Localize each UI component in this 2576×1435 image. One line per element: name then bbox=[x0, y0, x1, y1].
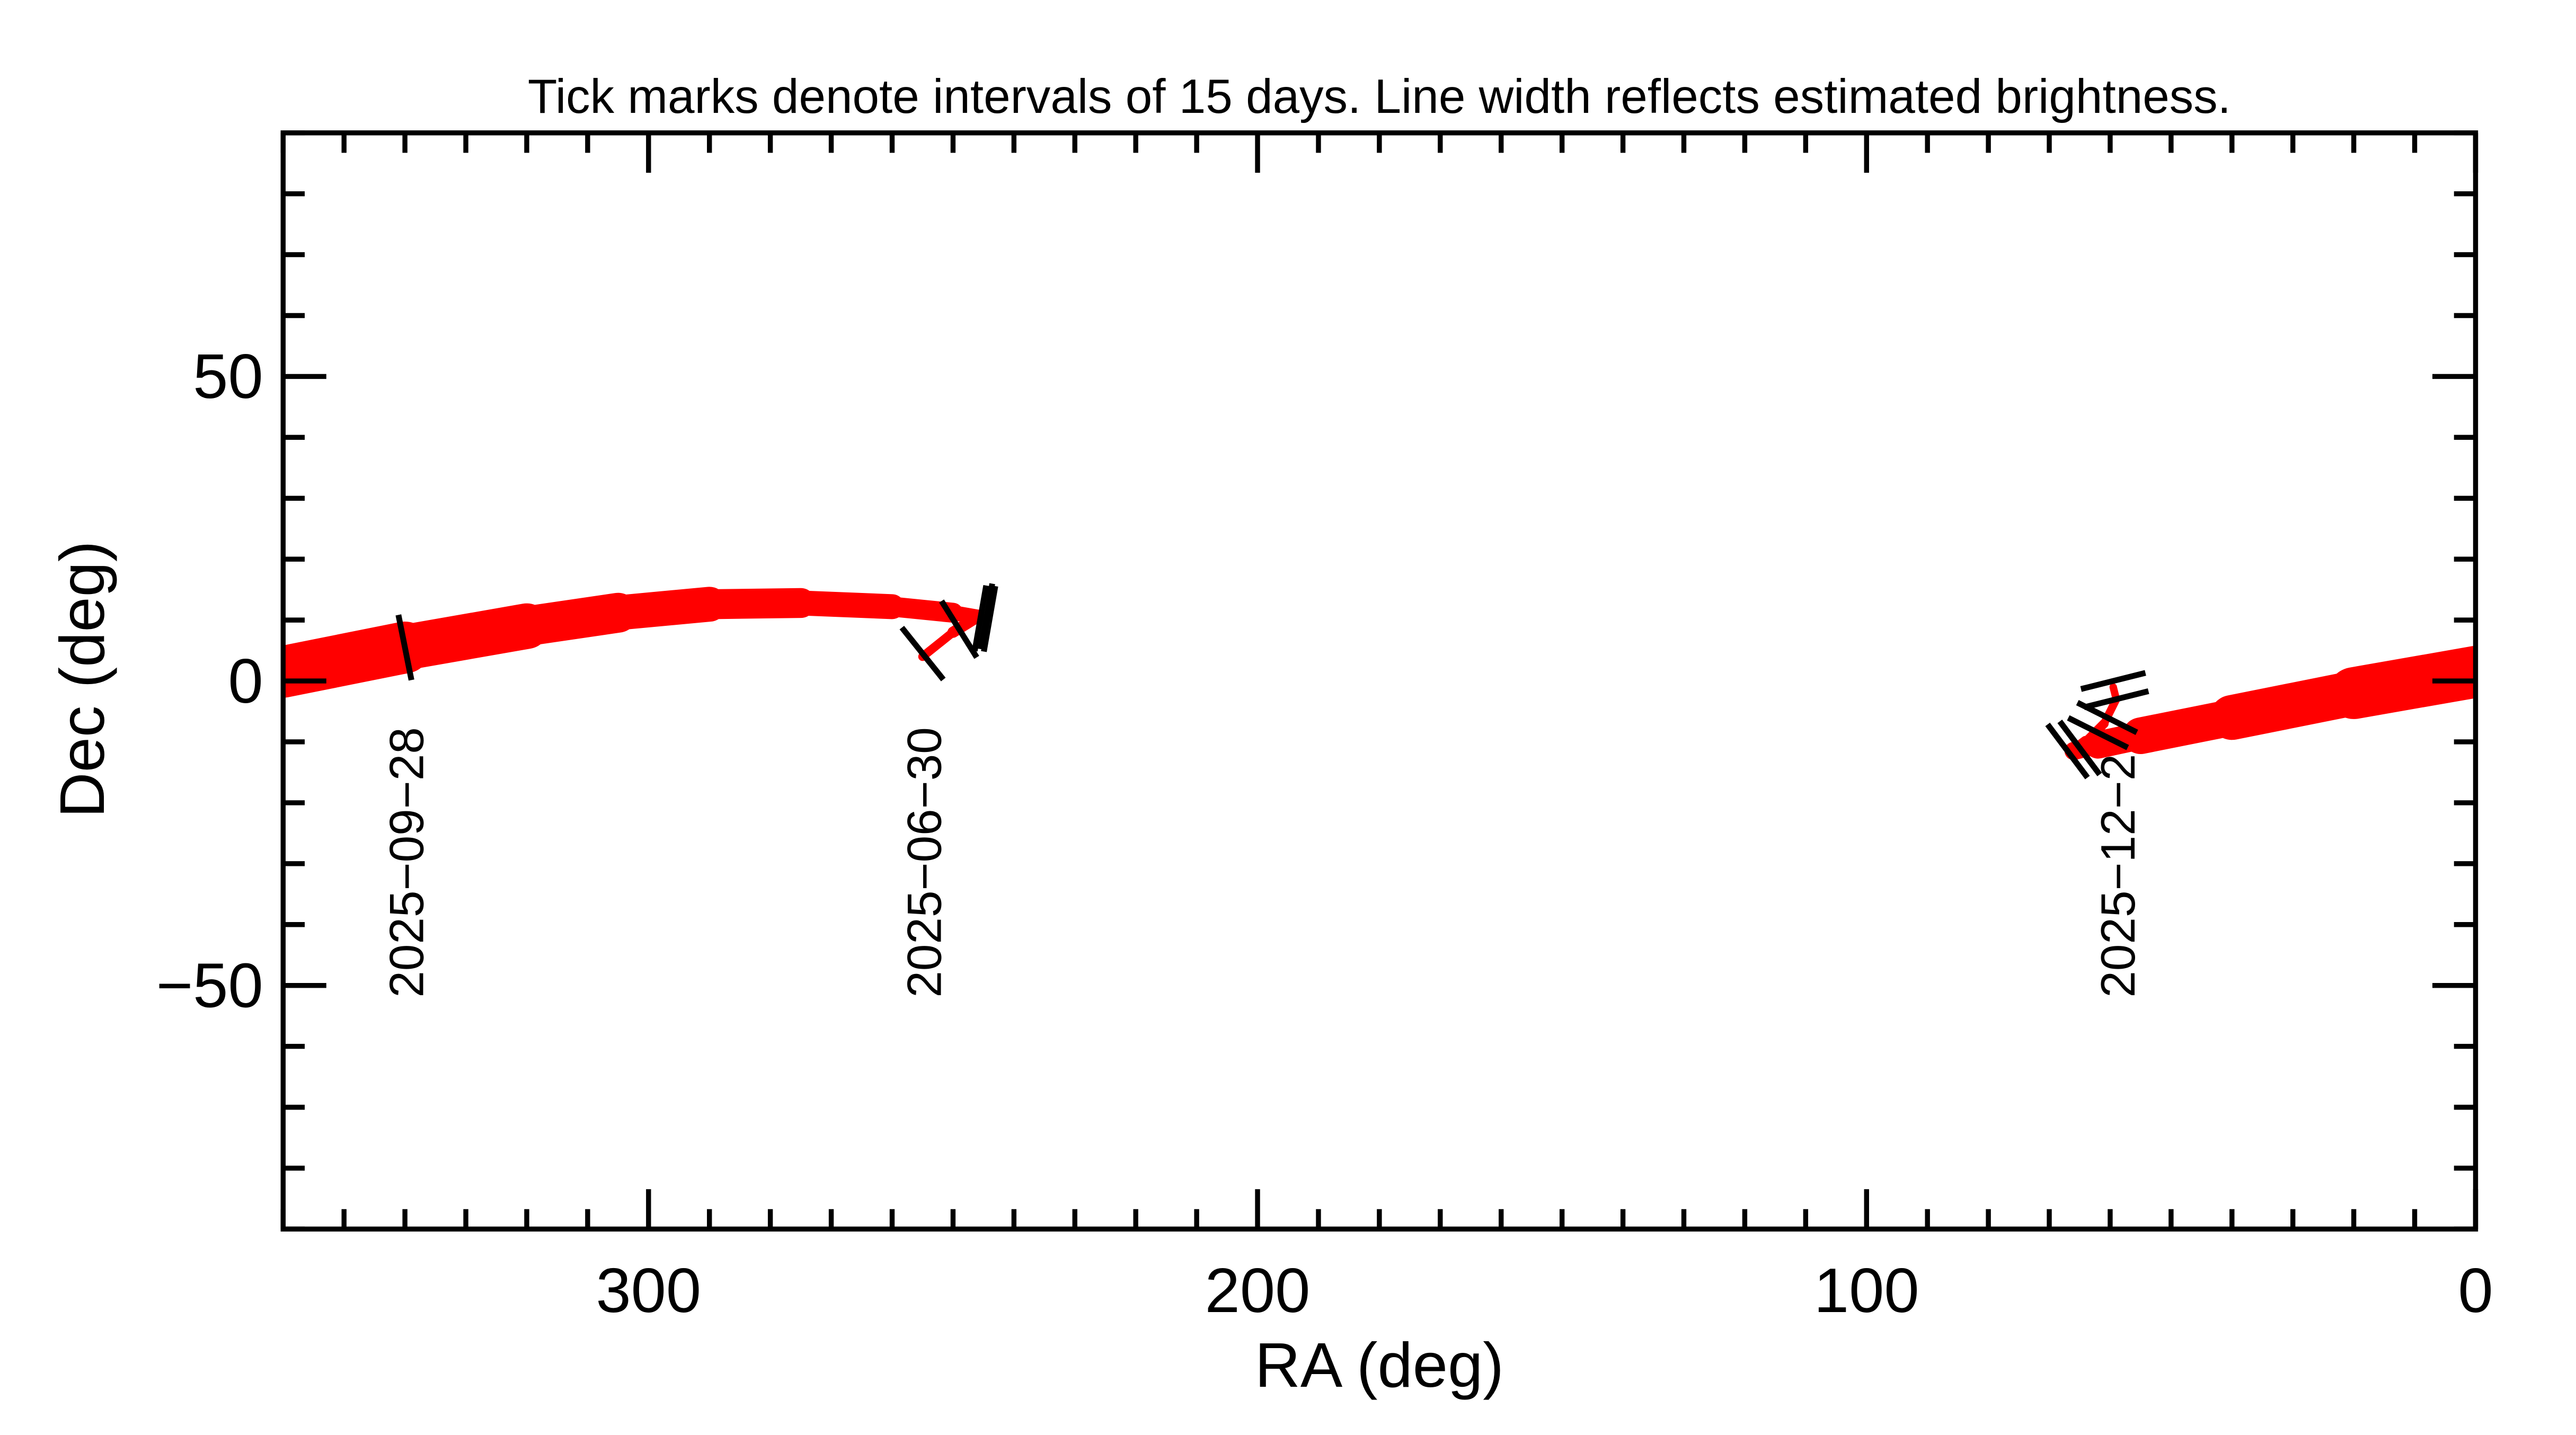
x-tick-label: 0 bbox=[2458, 1255, 2493, 1326]
track-segment bbox=[2122, 699, 2251, 755]
track-segment bbox=[2209, 670, 2376, 740]
interval-tick-mark bbox=[2080, 670, 2146, 692]
interval-tick-mark bbox=[978, 583, 995, 650]
interval-tick-mark bbox=[981, 586, 998, 652]
track-segment bbox=[788, 590, 905, 619]
x-axis-label: RA (deg) bbox=[1255, 1330, 1504, 1401]
x-tick-label: 200 bbox=[1205, 1255, 1311, 1326]
interval-tick-mark bbox=[971, 584, 989, 652]
interval-tick-mark bbox=[395, 614, 414, 681]
interval-tick-mark bbox=[939, 599, 979, 659]
plot-frame bbox=[280, 130, 2478, 1232]
date-label: 2025−06−30 bbox=[898, 727, 951, 997]
track-segment bbox=[283, 621, 431, 698]
x-tick-label: 300 bbox=[596, 1255, 701, 1326]
interval-tick-mark bbox=[2045, 722, 2090, 779]
y-tick-label: 0 bbox=[228, 646, 263, 716]
interval-tick-mark bbox=[2057, 720, 2102, 776]
tracks bbox=[283, 587, 2476, 760]
axes: 300 200 100 0 50 0 −50 bbox=[156, 130, 2493, 1326]
y-tick-label: 50 bbox=[193, 341, 263, 412]
interval-tick-mark bbox=[2067, 715, 2129, 750]
x-tick-label: 100 bbox=[1814, 1255, 1919, 1326]
plot-area: 2025−09−28 2025−06−30 2025−12−2 bbox=[283, 583, 2476, 998]
track-segment bbox=[918, 627, 958, 661]
y-tick-label: −50 bbox=[156, 950, 263, 1021]
interval-tick-mark bbox=[2083, 688, 2149, 711]
chart-title: Tick marks denote intervals of 15 days. … bbox=[528, 70, 2231, 123]
date-label: 2025−09−28 bbox=[380, 727, 434, 997]
y-axis-label: Dec (deg) bbox=[47, 541, 118, 818]
date-label: 2025−12−2 bbox=[2092, 754, 2145, 998]
interval-tick-mark bbox=[899, 625, 946, 681]
